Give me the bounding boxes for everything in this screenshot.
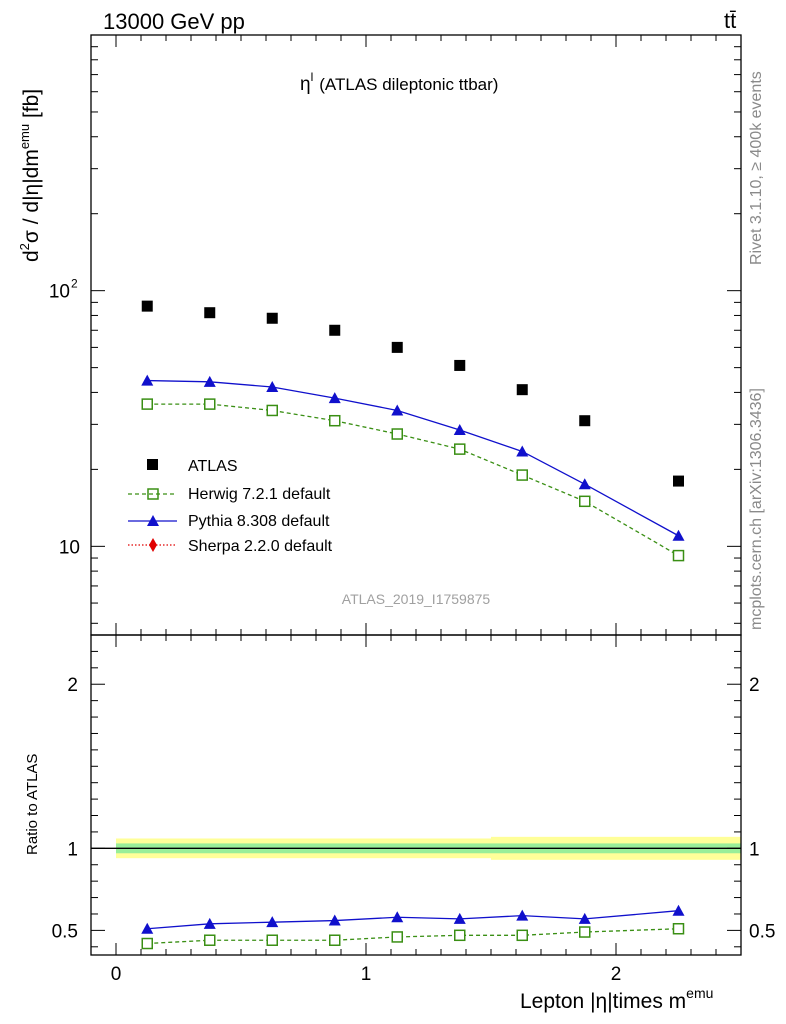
ratio-herwig-point <box>391 931 403 943</box>
ylabel-main-s2: emu <box>17 124 32 149</box>
x-tick-label: 1 <box>361 964 372 985</box>
ratio-tick-label-right: 0.5 <box>749 921 775 942</box>
ratio-herwig-point <box>516 929 528 942</box>
ylabel-main-p1: d <box>20 250 43 262</box>
atlas-point <box>579 415 591 427</box>
ratio-pythia-point <box>453 912 466 924</box>
ratio-pythia-point <box>141 922 154 934</box>
ratio-herwig-point <box>454 929 466 942</box>
atlas-point <box>391 341 403 353</box>
pythia-point <box>516 445 529 457</box>
pythia-point <box>578 478 591 490</box>
herwig-point <box>579 495 591 508</box>
y-tick-label-100: 10 <box>49 282 70 303</box>
pythia-point <box>672 529 685 541</box>
ratio-tick-label-left: 1 <box>67 839 78 860</box>
ratio-pythia-point <box>672 904 685 916</box>
plot-title-sup: l <box>311 70 314 84</box>
herwig-point <box>672 549 685 562</box>
ratio-tick-label-left: 2 <box>67 675 78 696</box>
mcplots-caption: mcplots.cern.ch [arXiv:1306.3436] <box>748 388 765 630</box>
ratio-pythia-point <box>203 917 216 929</box>
ratio-pythia-point <box>391 911 404 923</box>
header-right: tt̄ <box>724 8 736 33</box>
atlas-point <box>516 384 528 396</box>
ratio-pythia-line <box>147 910 679 930</box>
legend-sherpa-marker <box>149 538 157 552</box>
herwig-point <box>516 469 528 481</box>
plot-title-text: (ATLAS dileptonic ttbar) <box>319 75 498 94</box>
ratio-pythia-point <box>516 909 529 921</box>
atlas-point <box>266 312 278 324</box>
ratio-herwig-point <box>672 922 685 935</box>
xlabel-sup: emu <box>686 985 713 1001</box>
pythia-point <box>203 375 216 387</box>
ratio-pythia-point <box>266 916 279 928</box>
ylabel-main-s1: 2 <box>17 243 32 250</box>
herwig-point <box>391 428 403 440</box>
ratio-pythia-point <box>328 914 341 926</box>
herwig-point <box>454 443 466 455</box>
herwig-point <box>329 414 341 427</box>
ratio-herwig-point <box>204 934 216 946</box>
ratio-tick-label-right: 2 <box>749 675 760 696</box>
ratio-frame <box>90 634 742 956</box>
ratio-tick-label-left: 0.5 <box>52 921 78 942</box>
xlabel-main: Lepton |η|times m <box>520 990 686 1013</box>
ratio-tick-label-right: 1 <box>749 839 760 860</box>
herwig-point <box>266 404 278 417</box>
legend-atlas-marker <box>147 459 158 470</box>
y-tick-label-10: 10 <box>59 537 80 558</box>
ratio-herwig-point <box>266 934 278 946</box>
ratio-herwig-point <box>141 937 153 950</box>
atlas-point <box>454 359 466 371</box>
atlas-point <box>141 300 153 312</box>
legend-sherpa-label: Sherpa 2.2.0 default <box>188 538 333 555</box>
legend: ATLAS Herwig 7.2.1 default Pythia 8.308 … <box>128 458 333 555</box>
ylabel-main-p2: σ / d|η|dm <box>20 149 43 243</box>
legend-herwig-label: Herwig 7.2.1 default <box>188 486 331 503</box>
legend-pythia-marker <box>147 515 159 526</box>
ratio-herwig-line <box>147 928 679 945</box>
header-left: 13000 GeV pp <box>103 9 245 34</box>
herwig-line <box>147 403 679 557</box>
legend-pythia-label: Pythia 8.308 default <box>188 513 330 530</box>
pythia-point <box>391 404 404 416</box>
ratio-herwig-point <box>329 934 341 946</box>
ratio-herwig-point <box>579 926 591 938</box>
ylabel-main: d2σ / d|η|dmemu [fb] <box>17 89 43 262</box>
ylabel-ratio: Ratio to ATLAS <box>24 754 41 855</box>
pythia-point <box>453 424 466 436</box>
xlabel: Lepton |η|times memu <box>520 985 713 1013</box>
plot-title-symbol: η <box>300 74 311 95</box>
atlas-point <box>204 307 216 319</box>
herwig-point <box>141 398 153 410</box>
analysis-watermark: ATLAS_2019_I1759875 <box>342 591 491 607</box>
pythia-point <box>328 392 341 404</box>
x-tick-label: 0 <box>111 964 122 985</box>
atlas-point <box>673 475 684 487</box>
herwig-point <box>204 398 216 410</box>
legend-atlas-label: ATLAS <box>188 458 238 475</box>
plot-title: ηl (ATLAS dileptonic ttbar) <box>300 70 498 95</box>
y-tick-label-100-exp: 2 <box>71 277 78 291</box>
ylabel-main-p3: [fb] <box>20 89 43 124</box>
rivet-caption: Rivet 3.1.10, ≥ 400k events <box>748 71 765 265</box>
atlas-point <box>329 324 341 336</box>
pythia-point <box>141 374 154 386</box>
x-tick-label: 2 <box>611 964 622 985</box>
ratio-pythia-point <box>578 912 591 924</box>
pythia-point <box>266 380 279 392</box>
legend-herwig-marker <box>147 488 159 500</box>
